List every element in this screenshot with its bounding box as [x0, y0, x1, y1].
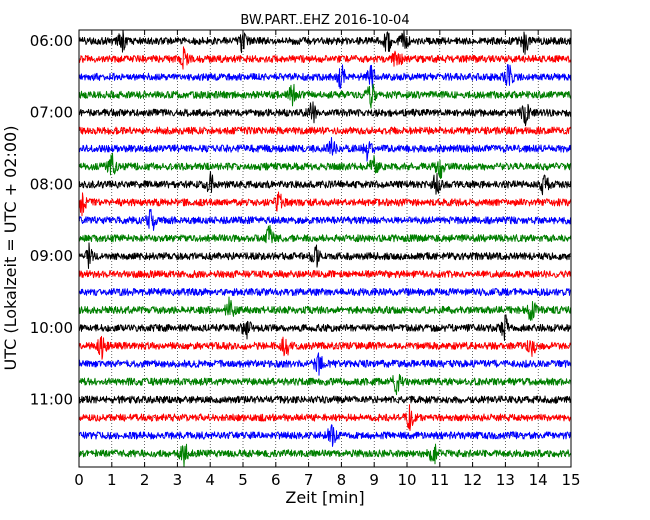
seismic-trace	[78, 191, 572, 217]
seismic-trace	[78, 83, 572, 109]
seismic-trace	[78, 424, 572, 447]
seismic-trace	[78, 242, 572, 269]
seismic-trace	[78, 101, 572, 127]
chart-title: BW.PART..EHZ 2016-10-04	[240, 13, 409, 28]
x-tick-label: 8	[337, 471, 347, 489]
x-tick-label: 1	[107, 471, 117, 489]
seismic-trace	[78, 395, 572, 404]
seismic-trace	[78, 171, 572, 196]
seismic-trace	[78, 296, 572, 321]
seismic-trace	[78, 136, 572, 162]
x-axis-label: Zeit [min]	[285, 488, 364, 507]
x-tick-label: 15	[561, 471, 580, 489]
x-tick-label: 13	[496, 471, 515, 489]
y-tick-label: 09:00	[30, 247, 73, 265]
x-tick-label: 14	[529, 471, 548, 489]
x-tick-label: 11	[430, 471, 449, 489]
seismic-trace	[78, 224, 572, 244]
seismic-trace	[78, 64, 572, 89]
seismic-trace	[78, 287, 572, 297]
y-tick-label: 10:00	[30, 319, 73, 337]
x-tick-label: 12	[463, 471, 482, 489]
seismic-trace	[78, 443, 572, 468]
seismic-trace	[78, 152, 572, 180]
y-tick-label: 08:00	[30, 175, 73, 193]
seismic-trace	[78, 208, 572, 231]
x-tick-label: 3	[173, 471, 183, 489]
y-axis-label: UTC (Lokalzeit = UTC + 02:00)	[1, 126, 20, 371]
seismic-trace	[78, 373, 572, 396]
y-tick-label: 11:00	[30, 391, 73, 409]
ticks-layer: 0 1 2 3 4 5 6 7 8 9 10 11 12 13 14 1506:0007:0008:0009:…	[30, 30, 581, 489]
x-tick-label: 0	[74, 471, 84, 489]
seismic-trace	[78, 404, 572, 431]
x-tick-label: 2	[140, 471, 150, 489]
seismic-trace	[78, 270, 572, 279]
plot-frame	[78, 29, 572, 468]
x-tick-label: 9	[369, 471, 379, 489]
x-tick-label: 10	[397, 471, 416, 489]
traces-layer	[78, 29, 572, 468]
seismic-trace	[78, 46, 572, 70]
seismic-trace	[78, 335, 572, 360]
x-tick-label: 5	[238, 471, 248, 489]
plot-background	[79, 30, 571, 467]
seismic-trace	[78, 352, 572, 376]
y-tick-label: 06:00	[30, 32, 73, 50]
seismic-trace	[78, 29, 572, 55]
x-tick-label: 7	[304, 471, 314, 489]
seismic-trace	[78, 126, 572, 135]
x-tick-label: 4	[205, 471, 215, 489]
x-tick-label: 6	[271, 471, 281, 489]
seismic-trace	[78, 314, 572, 341]
y-tick-label: 07:00	[30, 104, 73, 122]
